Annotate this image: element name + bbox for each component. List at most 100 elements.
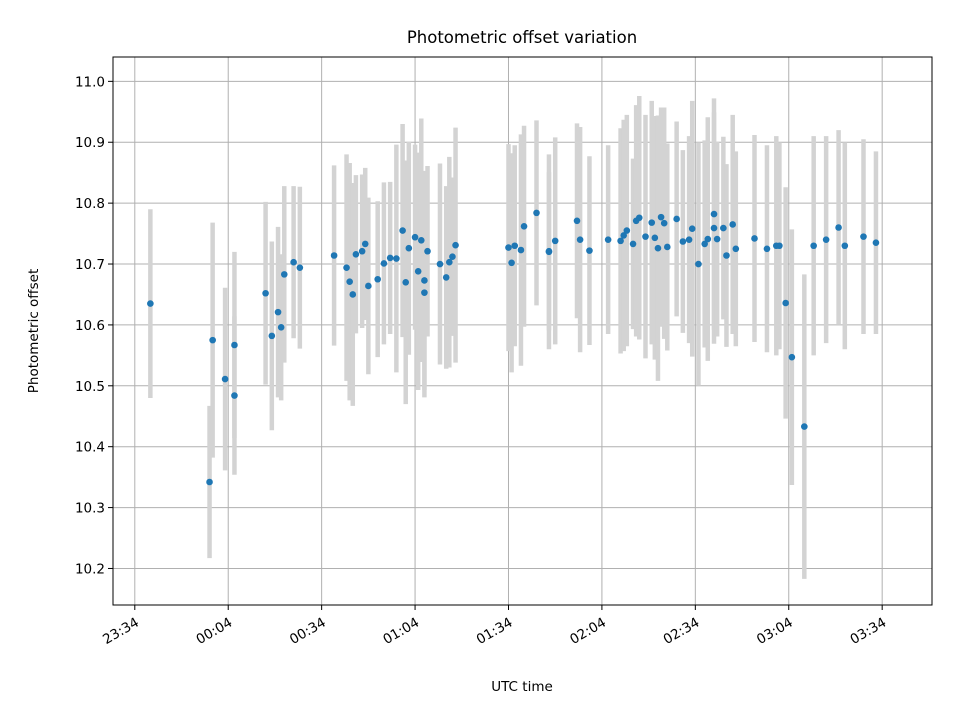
data-point <box>346 278 353 285</box>
data-point <box>508 259 515 267</box>
data-point <box>421 277 428 284</box>
data-point <box>545 247 553 255</box>
data-point <box>660 219 668 227</box>
y-axis-label: Photometric offset <box>26 269 42 393</box>
data-point <box>405 244 413 252</box>
y-tick-label: 10.3 <box>75 501 105 517</box>
data-point <box>352 250 360 258</box>
data-point <box>361 240 369 248</box>
error-bars <box>148 95 879 579</box>
data-point <box>343 264 350 271</box>
data-point <box>695 260 702 268</box>
y-axis: 10.2 10.3 10.4 10.5 10.6 10.7 10.8 10.9 11.0 <box>75 74 113 577</box>
x-tick-label: 02:04 <box>567 615 609 648</box>
data-point <box>399 227 406 234</box>
data-point <box>374 275 381 283</box>
data-point <box>505 244 512 251</box>
data-point <box>657 213 665 221</box>
chart-title: Photometric offset variation <box>407 28 637 47</box>
data-point <box>349 291 357 298</box>
data-point <box>442 274 450 281</box>
data-point <box>841 242 849 250</box>
data-point <box>221 375 229 383</box>
data-point <box>296 264 304 271</box>
data-point <box>268 332 276 340</box>
data-point <box>280 271 288 278</box>
data-point <box>620 232 628 239</box>
data-point <box>623 227 631 234</box>
data-point <box>704 235 712 243</box>
data-point <box>417 236 425 244</box>
data-point <box>147 300 154 307</box>
data-point <box>436 260 444 268</box>
data-points <box>147 209 880 486</box>
x-tick-label: 03:34 <box>847 615 889 648</box>
data-point <box>629 240 637 248</box>
data-point <box>290 258 297 266</box>
data-point <box>452 241 459 249</box>
x-tick-label: 03:04 <box>754 615 796 648</box>
data-point <box>262 289 269 297</box>
data-point <box>511 242 519 250</box>
data-point <box>380 260 388 267</box>
data-point <box>520 222 528 230</box>
data-point <box>872 239 880 247</box>
data-point <box>810 242 817 250</box>
data-point <box>533 209 540 217</box>
data-point <box>860 233 867 240</box>
data-point <box>713 235 721 243</box>
data-point <box>732 245 740 253</box>
data-point <box>664 243 671 251</box>
x-tick-label: 23:34 <box>100 615 142 648</box>
data-point <box>642 233 649 240</box>
data-point <box>688 225 696 233</box>
x-tick-label: 01:04 <box>380 615 422 648</box>
x-tick-label: 01:34 <box>474 615 516 648</box>
data-point <box>822 236 830 243</box>
data-point <box>274 308 282 316</box>
data-point <box>206 478 213 486</box>
data-point <box>654 244 662 252</box>
data-point <box>701 240 708 248</box>
y-tick-label: 11.0 <box>75 74 105 90</box>
data-point <box>751 235 758 242</box>
data-point <box>651 234 659 242</box>
data-point <box>788 353 796 361</box>
data-point <box>231 392 238 399</box>
data-point <box>421 289 428 296</box>
y-tick-label: 10.8 <box>75 196 105 212</box>
data-point <box>720 224 727 232</box>
data-point <box>835 224 842 231</box>
x-tick-label: 02:34 <box>661 615 703 648</box>
data-point <box>801 423 808 430</box>
y-tick-label: 10.2 <box>75 561 105 577</box>
data-point <box>358 247 366 255</box>
data-point <box>635 214 643 222</box>
y-tick-label: 10.6 <box>75 318 105 334</box>
data-point <box>617 237 624 245</box>
data-point <box>365 282 372 290</box>
data-point <box>679 238 687 245</box>
data-point <box>393 255 400 262</box>
data-point <box>446 258 453 266</box>
y-tick-label: 10.9 <box>75 135 105 151</box>
x-axis-label: UTC time <box>491 679 553 695</box>
data-point <box>648 219 656 226</box>
data-point <box>402 278 410 286</box>
plot-frame <box>112 56 933 606</box>
data-point <box>782 299 789 307</box>
y-tick-label: 10.5 <box>75 379 105 395</box>
data-point <box>576 236 584 243</box>
data-point <box>729 221 736 228</box>
data-point <box>231 341 238 349</box>
data-point <box>710 210 718 218</box>
data-point <box>449 253 456 261</box>
data-point <box>776 242 783 250</box>
data-point <box>551 237 559 245</box>
x-axis: 23:34 00:04 00:34 01:04 01:34 02:04 02:34 03:04… <box>100 605 889 648</box>
x-tick-label: 00:04 <box>194 615 236 648</box>
data-point <box>414 268 422 275</box>
x-tick-label: 00:34 <box>287 615 329 648</box>
y-tick-label: 10.4 <box>75 440 105 456</box>
